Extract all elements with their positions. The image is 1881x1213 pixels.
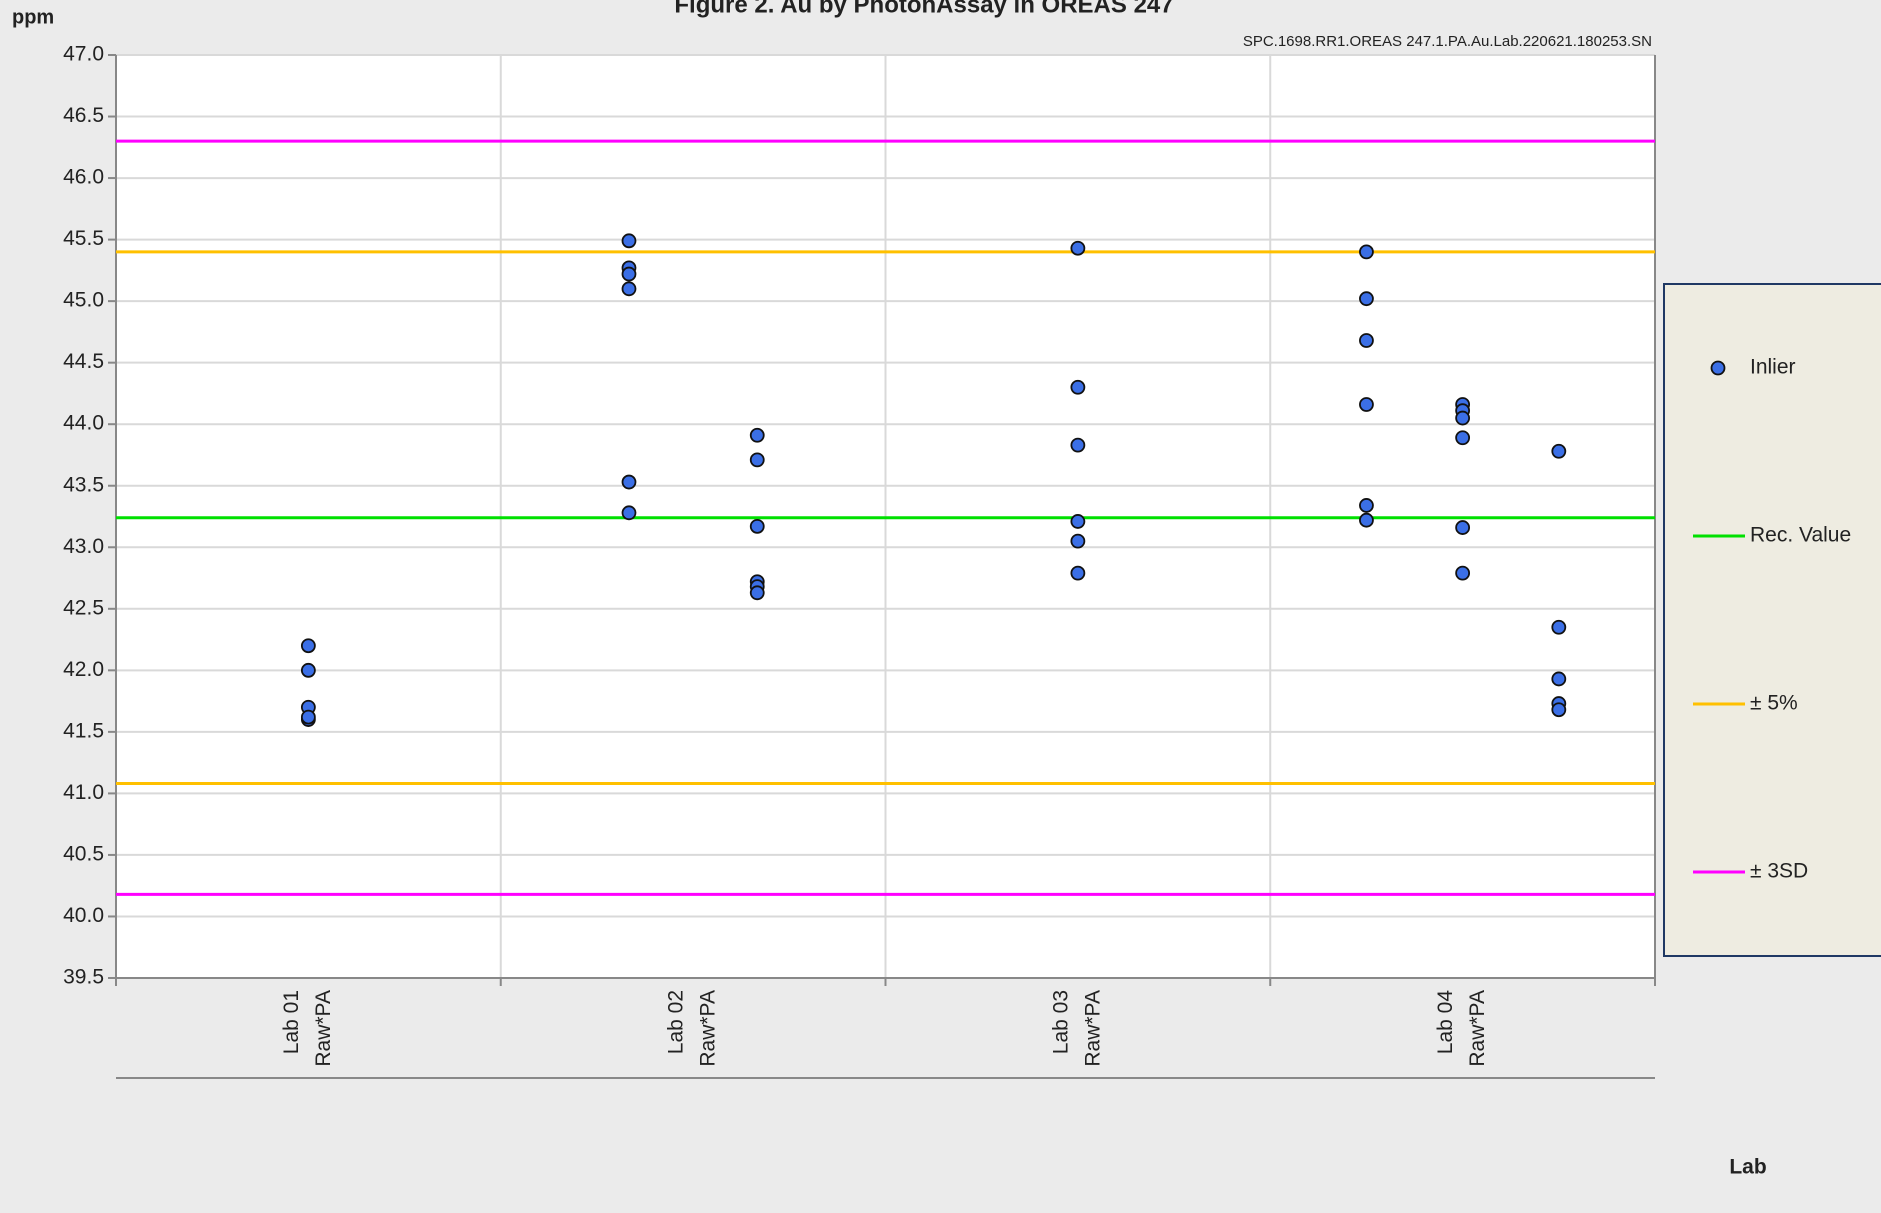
y-tick-label: 46.0: [63, 166, 104, 189]
point: [621, 505, 637, 521]
point: [1070, 514, 1086, 529]
legend-label: Rec. Value: [1750, 524, 1851, 547]
x-tick-label: Lab 03: [1049, 990, 1072, 1054]
x-tick-label: Lab 02: [665, 990, 688, 1054]
y-tick-label: 42.0: [63, 658, 104, 681]
y-tick-label: 41.0: [63, 781, 104, 804]
y-tick-label: 40.0: [63, 904, 104, 927]
point: [749, 427, 765, 443]
point: [300, 638, 316, 654]
point: [1455, 410, 1471, 426]
y-tick-label: 43.5: [63, 473, 104, 496]
point: [1359, 498, 1374, 513]
y-tick-label: 47.0: [63, 43, 104, 66]
point: [1455, 565, 1471, 581]
x-tick-sublabel: Raw*PA: [697, 990, 720, 1067]
point: [1359, 397, 1374, 412]
chart-title: Figure 2. Au by PhotonAssay in OREAS 247: [674, 0, 1173, 18]
y-tick-label: 39.5: [63, 966, 104, 989]
legend-marker: [1710, 360, 1726, 376]
point: [749, 518, 765, 534]
x-tick-sublabel: Raw*PA: [312, 990, 335, 1067]
y-axis-label: ppm: [12, 6, 54, 28]
point: [1359, 512, 1374, 528]
y-tick-label: 44.0: [63, 412, 104, 435]
legend-label: Inlier: [1750, 356, 1796, 379]
point: [1070, 379, 1086, 395]
x-tick-sublabel: Raw*PA: [1466, 990, 1489, 1067]
point: [749, 452, 765, 468]
legend-label: ± 3SD: [1750, 860, 1808, 883]
point: [1070, 240, 1086, 256]
y-tick-label: 46.5: [63, 104, 104, 127]
point: [1070, 565, 1086, 581]
point: [1551, 619, 1567, 635]
y-tick-label: 43.0: [63, 535, 104, 558]
point: [1455, 430, 1471, 446]
point: [621, 281, 637, 297]
point: [1359, 291, 1374, 307]
point: [1359, 244, 1374, 260]
y-tick-label: 44.5: [63, 350, 104, 373]
point: [1551, 443, 1567, 459]
point: [621, 233, 637, 249]
x-tick-label: Lab 04: [1434, 990, 1457, 1055]
y-tick-label: 41.5: [63, 719, 104, 742]
point: [1070, 533, 1086, 549]
y-tick-label: 45.5: [63, 227, 104, 250]
point: [1455, 520, 1471, 535]
x-axis-label: Lab: [1729, 1156, 1766, 1179]
y-tick-label: 45.0: [63, 289, 104, 312]
x-tick-label: Lab 01: [280, 990, 303, 1054]
point: [300, 709, 316, 725]
legend-label: ± 5%: [1750, 692, 1798, 715]
point: [300, 662, 316, 678]
point: [1070, 437, 1086, 453]
y-tick-label: 42.5: [63, 596, 104, 619]
legend-box: [1663, 283, 1881, 957]
point: [621, 266, 637, 282]
point: [621, 474, 637, 490]
x-tick-sublabel: Raw*PA: [1081, 990, 1104, 1067]
point: [1359, 333, 1374, 348]
subtitle: SPC.1698.RR1.OREAS 247.1.PA.Au.Lab.22062…: [1243, 33, 1652, 50]
point: [1551, 702, 1567, 718]
point: [749, 585, 765, 601]
point: [1551, 671, 1567, 687]
y-tick-label: 40.5: [63, 842, 104, 865]
